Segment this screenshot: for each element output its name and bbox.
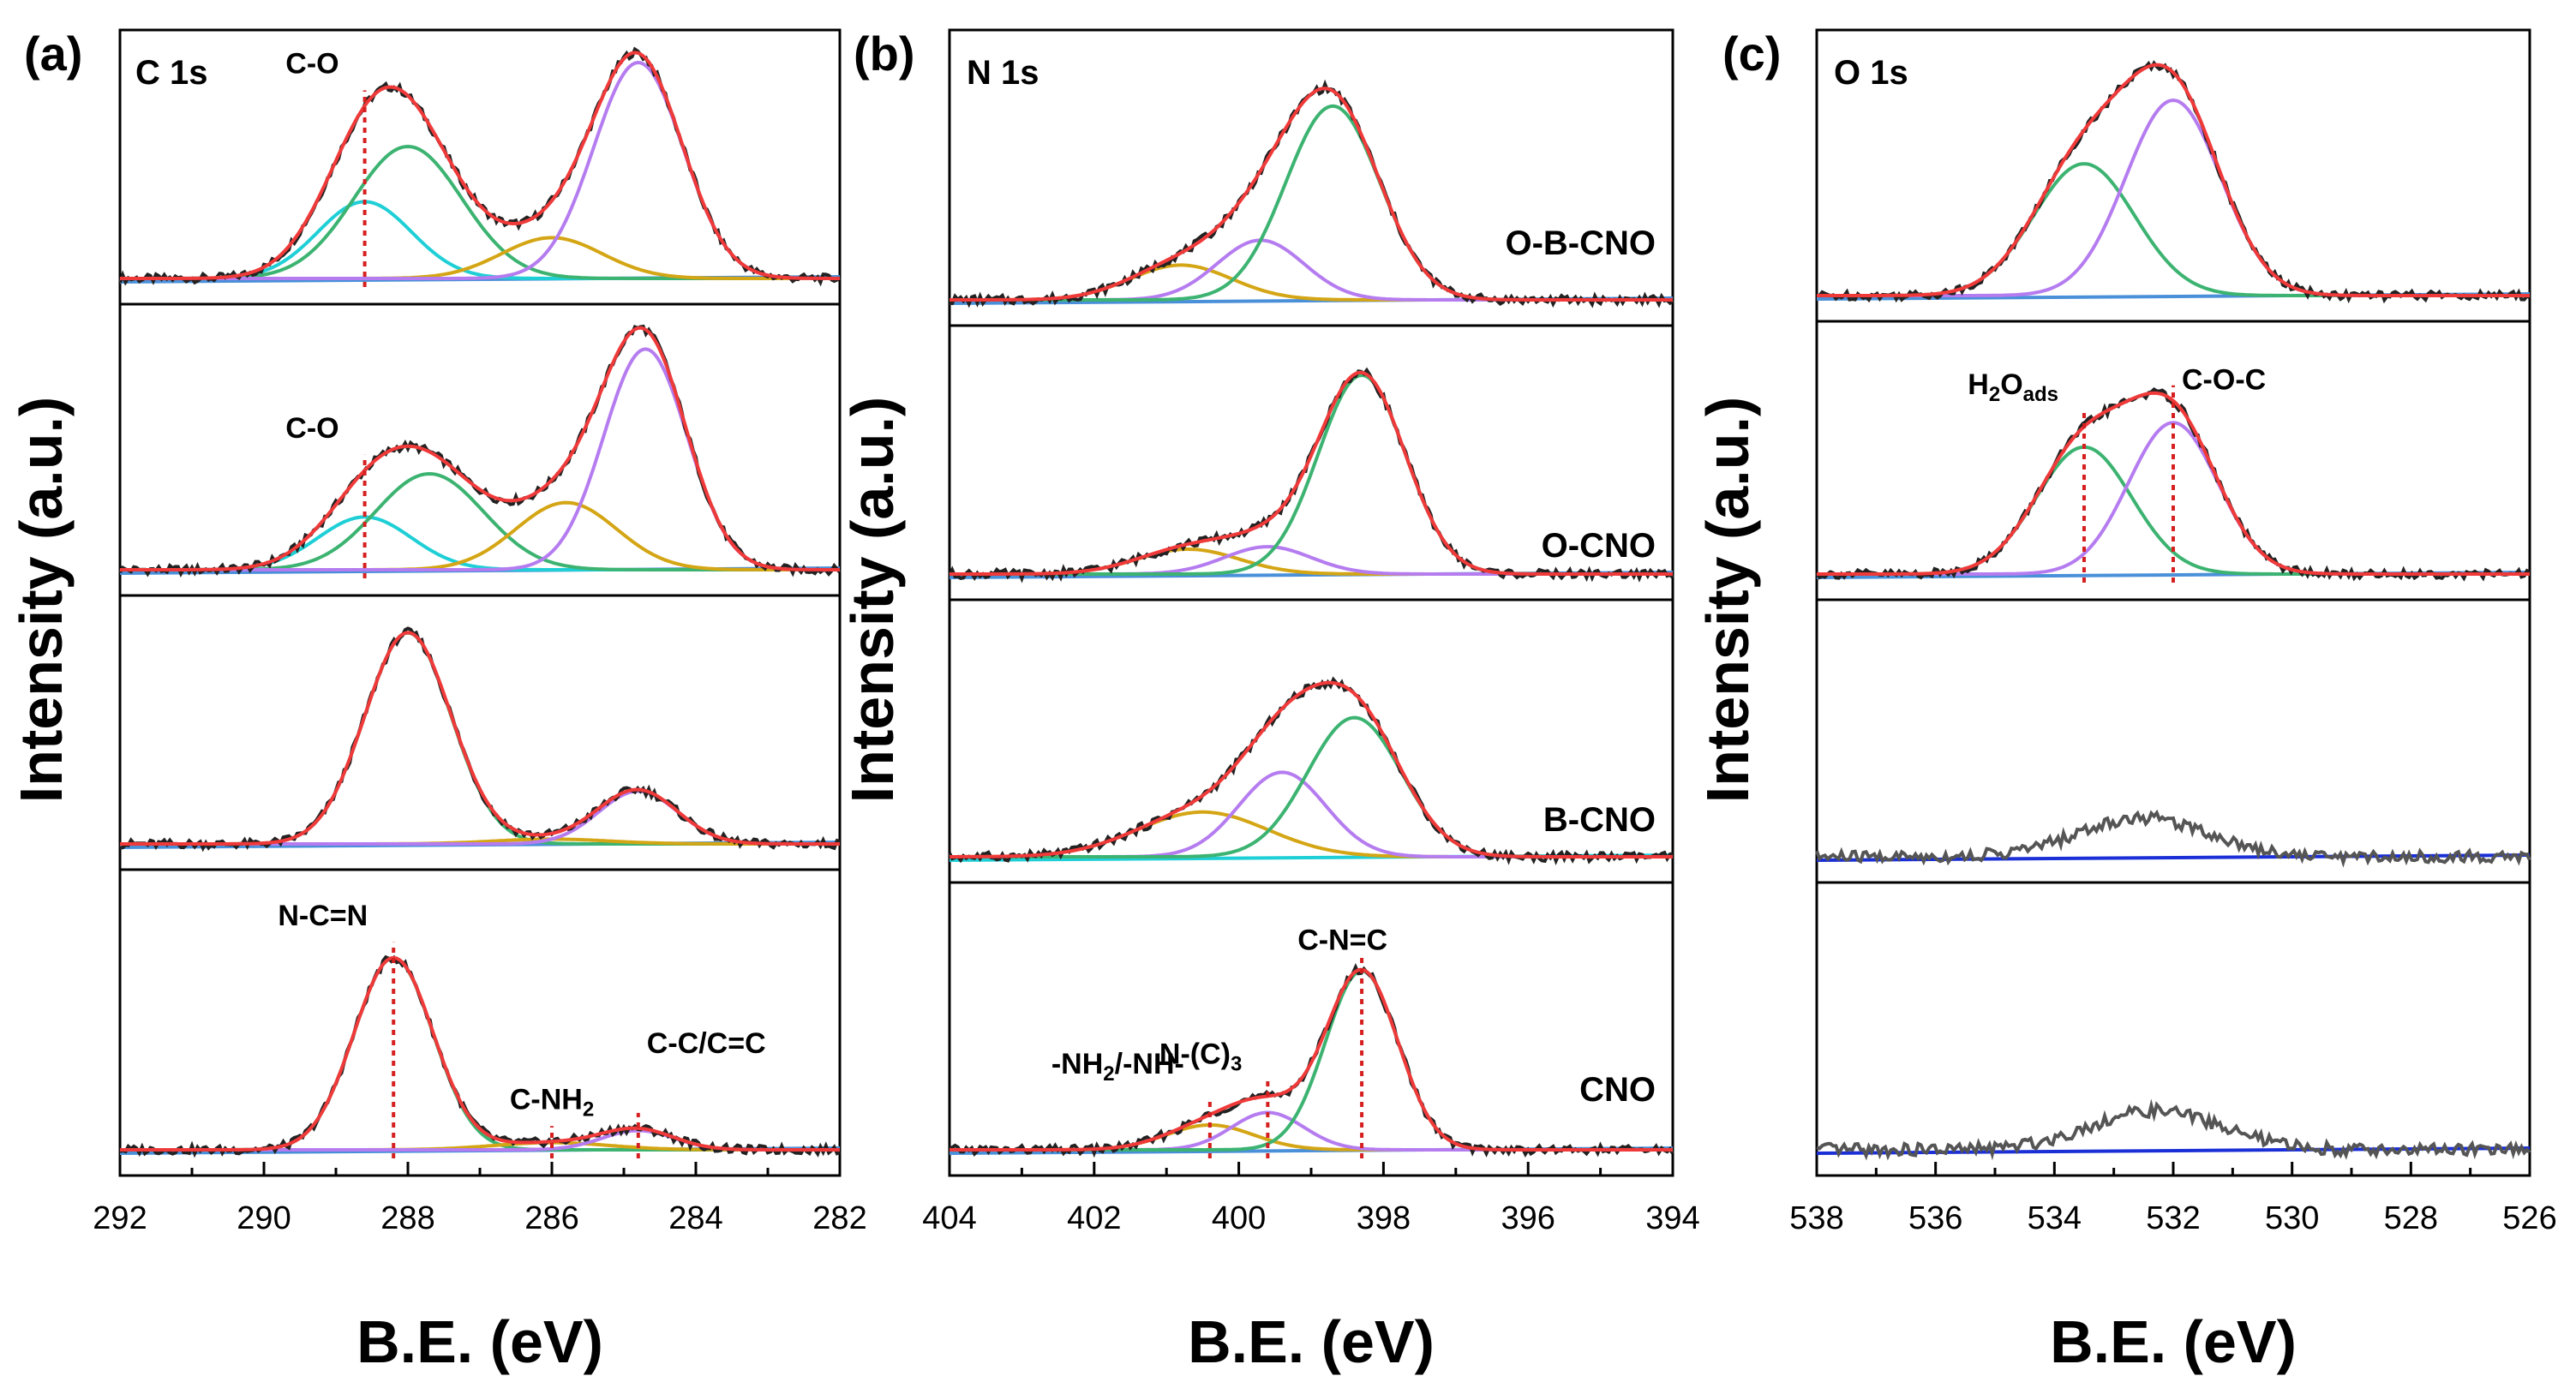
sample-label: O-CNO <box>1542 527 1656 565</box>
component-peak <box>120 347 840 571</box>
component-peak <box>950 1110 1673 1152</box>
x-tick-label: 400 <box>1212 1200 1266 1236</box>
x-tick-label: 404 <box>922 1200 976 1236</box>
sample-label: B-CNO <box>1543 801 1656 839</box>
spectrum-stack: B-CNO <box>948 676 1674 866</box>
x-tick-label: 288 <box>380 1200 434 1236</box>
x-tick-label: 396 <box>1501 1200 1555 1236</box>
spectrum-stack: O-B-CNO <box>949 79 1674 308</box>
spectrum-stack: N-C=N C-NH2 C-C/C=C <box>119 900 841 1158</box>
x-tick-label: 286 <box>524 1200 578 1236</box>
peak-annotation: H2Oads <box>1968 368 2058 406</box>
panel-letter: (c) <box>1722 27 1781 81</box>
fitted-envelope <box>120 955 840 1152</box>
core-level-label: O 1s <box>1834 54 1908 92</box>
spectrum-stack <box>119 626 841 853</box>
x-axis-title: B.E. (eV) <box>356 1308 603 1375</box>
sample-label: O-B-CNO <box>1505 224 1656 262</box>
spectrum-stack: O-CNO <box>948 367 1674 583</box>
peak-annotation: -NH2/-NH- <box>1051 1048 1184 1086</box>
plot-frame <box>948 28 1674 1177</box>
x-tick-label: 284 <box>668 1200 722 1236</box>
x-tick-label: 538 <box>1789 1200 1843 1236</box>
x-tick-label: 402 <box>1067 1200 1121 1236</box>
raw-spectrum <box>1816 1098 2531 1161</box>
x-tick-label: 394 <box>1645 1200 1699 1236</box>
y-axis-title: Intensity (a.u.) <box>839 397 906 803</box>
raw-spectrum <box>119 626 841 853</box>
fitted-envelope <box>950 967 1673 1152</box>
peak-annotation: C-NH2 <box>510 1083 594 1121</box>
component-peak <box>120 631 840 846</box>
core-level-label: N 1s <box>967 54 1039 92</box>
fitted-envelope <box>1817 391 2530 576</box>
y-axis-title: Intensity (a.u.) <box>1694 397 1761 803</box>
fitted-envelope <box>950 680 1673 859</box>
component-peak <box>120 500 840 571</box>
panel-letter: (a) <box>24 27 82 81</box>
component-peak <box>1817 162 2530 297</box>
component-peak <box>120 236 840 280</box>
fitted-envelope <box>1817 63 2530 297</box>
x-axis-title: B.E. (eV) <box>1188 1308 1435 1375</box>
fitted-envelope <box>950 370 1673 576</box>
peak-annotation: C-N=C <box>1297 924 1387 957</box>
core-level-label: C 1s <box>135 54 208 92</box>
x-tick-label: 530 <box>2265 1200 2319 1236</box>
x-tick-label: 282 <box>812 1200 866 1236</box>
spectrum-stack: C-O <box>118 324 842 578</box>
fitted-envelope <box>120 326 840 571</box>
raw-spectrum <box>1817 60 2531 304</box>
peak-annotation: C-O <box>285 48 338 81</box>
raw-spectrum <box>118 46 842 287</box>
fitted-envelope <box>950 87 1673 302</box>
raw-spectrum <box>118 324 842 577</box>
peak-annotation: C-C/C=C <box>647 1027 766 1060</box>
peak-annotation: N-C=N <box>278 900 368 932</box>
panel-a: 292 290 288 286 284 282 B.E. (eV) Intensity (a.… <box>8 27 867 1375</box>
y-axis-title: Intensity (a.u.) <box>8 397 75 803</box>
peak-annotation: C-O-C <box>2182 364 2266 397</box>
spectrum-stack <box>1816 1098 2531 1161</box>
component-peak <box>120 144 840 280</box>
panel-b: 404 402 400 398 396 394 B.E. (eV) Intensity (a.… <box>839 27 1700 1375</box>
panel-letter: (b) <box>854 27 915 81</box>
raw-spectrum <box>1815 809 2531 868</box>
x-tick-label: 532 <box>2146 1200 2200 1236</box>
peak-annotation: C-O <box>285 412 338 445</box>
x-tick-label: 290 <box>237 1200 291 1236</box>
plot-frame <box>1815 28 2531 1177</box>
spectrum-stack: H2Oads C-O-C <box>1815 364 2531 583</box>
x-axis-title: B.E. (eV) <box>2050 1308 2297 1375</box>
spectrum-stack <box>1816 60 2531 304</box>
x-tick-label: 528 <box>2384 1200 2438 1236</box>
x-tick-label: 526 <box>2502 1200 2556 1236</box>
spectrum-stack: CNO C-N=C N-(C)3-NH2/-NH- <box>949 924 1674 1158</box>
component-peak <box>120 789 840 846</box>
fitted-envelope <box>120 51 840 280</box>
x-tick-label: 534 <box>2028 1200 2082 1236</box>
spectrum-stack <box>1815 809 2531 868</box>
panel-c: 538 536 534 532 530 528 526 B.E. (eV) Intensity … <box>1694 27 2557 1375</box>
x-tick-label: 292 <box>93 1200 147 1236</box>
component-peak <box>120 60 840 280</box>
fitted-envelope <box>120 631 840 846</box>
peak-annotation: N-(C)3 <box>1159 1038 1242 1075</box>
x-tick-label: 536 <box>1908 1200 1962 1236</box>
component-peak <box>120 200 840 280</box>
spectrum-stack: C-O <box>118 46 842 287</box>
sample-label: CNO <box>1579 1071 1656 1109</box>
plot-frame <box>118 28 842 1177</box>
x-tick-label: 398 <box>1357 1200 1411 1236</box>
